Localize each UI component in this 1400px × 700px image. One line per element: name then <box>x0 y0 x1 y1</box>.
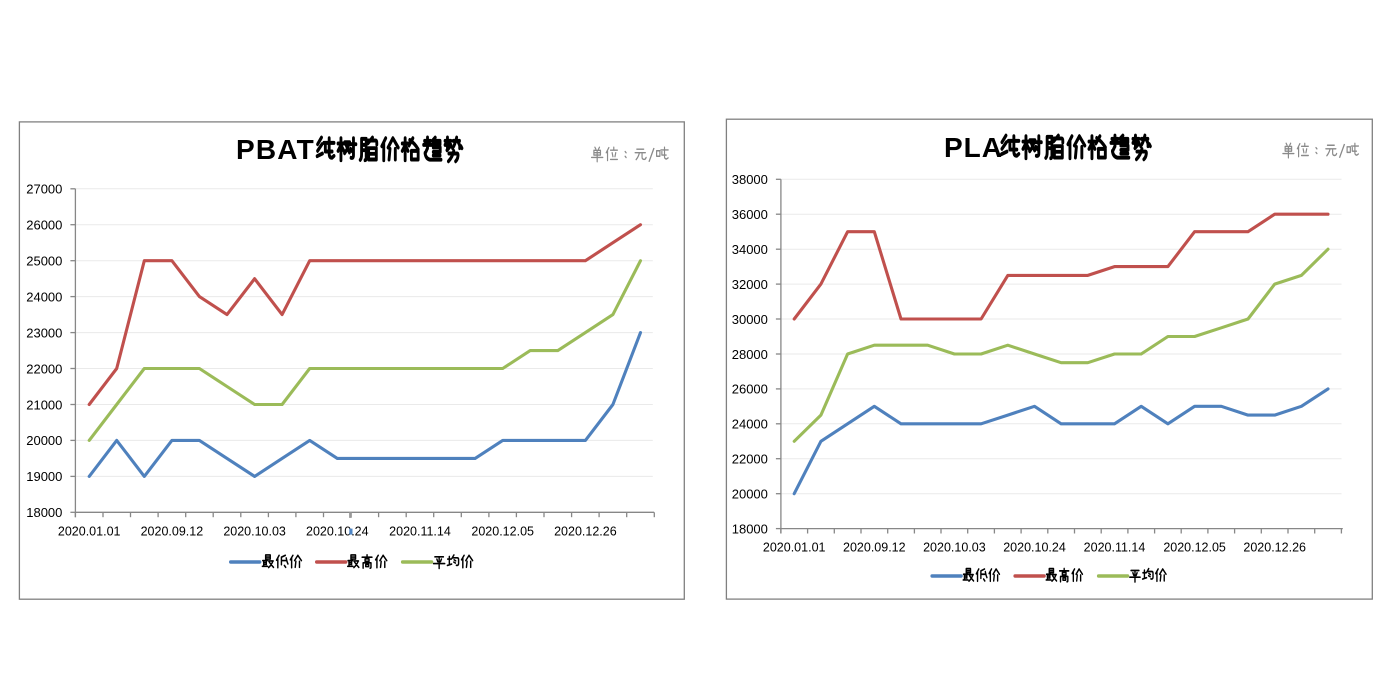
svg-text:2020.11.14: 2020.11.14 <box>1084 541 1146 555</box>
svg-text:38000: 38000 <box>732 172 768 187</box>
svg-text:22000: 22000 <box>26 361 62 376</box>
svg-text:36000: 36000 <box>732 207 768 222</box>
svg-text:2020.01.01: 2020.01.01 <box>58 524 121 538</box>
svg-text:2020.01.01: 2020.01.01 <box>763 541 826 555</box>
svg-text:18000: 18000 <box>732 521 768 536</box>
svg-text:2020.10.03: 2020.10.03 <box>223 524 286 538</box>
svg-text:2020.12.05: 2020.12.05 <box>1163 541 1226 555</box>
svg-text:2020.11.14: 2020.11.14 <box>389 524 451 538</box>
svg-text:20000: 20000 <box>732 487 768 502</box>
svg-text:24000: 24000 <box>26 289 62 304</box>
svg-text:2020.09.12: 2020.09.12 <box>141 524 204 538</box>
svg-text:27000: 27000 <box>26 182 62 197</box>
svg-text:2020.09.12: 2020.09.12 <box>843 541 906 555</box>
svg-text:32000: 32000 <box>732 277 768 292</box>
svg-text:25000: 25000 <box>26 254 62 269</box>
svg-text:34000: 34000 <box>732 242 768 257</box>
svg-text:22000: 22000 <box>732 452 768 467</box>
svg-text:19000: 19000 <box>26 469 62 484</box>
svg-text:2020.12.26: 2020.12.26 <box>1243 541 1306 555</box>
svg-text:PLA: PLA <box>944 132 1003 163</box>
svg-text:2020.10.24: 2020.10.24 <box>306 524 369 538</box>
svg-text:26000: 26000 <box>26 218 62 233</box>
svg-text:18000: 18000 <box>26 505 62 520</box>
svg-text:21000: 21000 <box>26 397 62 412</box>
svg-text:30000: 30000 <box>732 312 768 327</box>
svg-text:20000: 20000 <box>26 433 62 448</box>
svg-text:26000: 26000 <box>732 382 768 397</box>
svg-text:28000: 28000 <box>732 347 768 362</box>
svg-text:2020.12.26: 2020.12.26 <box>554 524 617 538</box>
svg-text:24000: 24000 <box>732 417 768 432</box>
svg-text:23000: 23000 <box>26 325 62 340</box>
svg-text:PBAT: PBAT <box>236 134 315 165</box>
svg-text:2020.10.03: 2020.10.03 <box>923 541 986 555</box>
svg-text:2020.12.05: 2020.12.05 <box>471 524 534 538</box>
svg-text:2020.10.24: 2020.10.24 <box>1003 541 1066 555</box>
